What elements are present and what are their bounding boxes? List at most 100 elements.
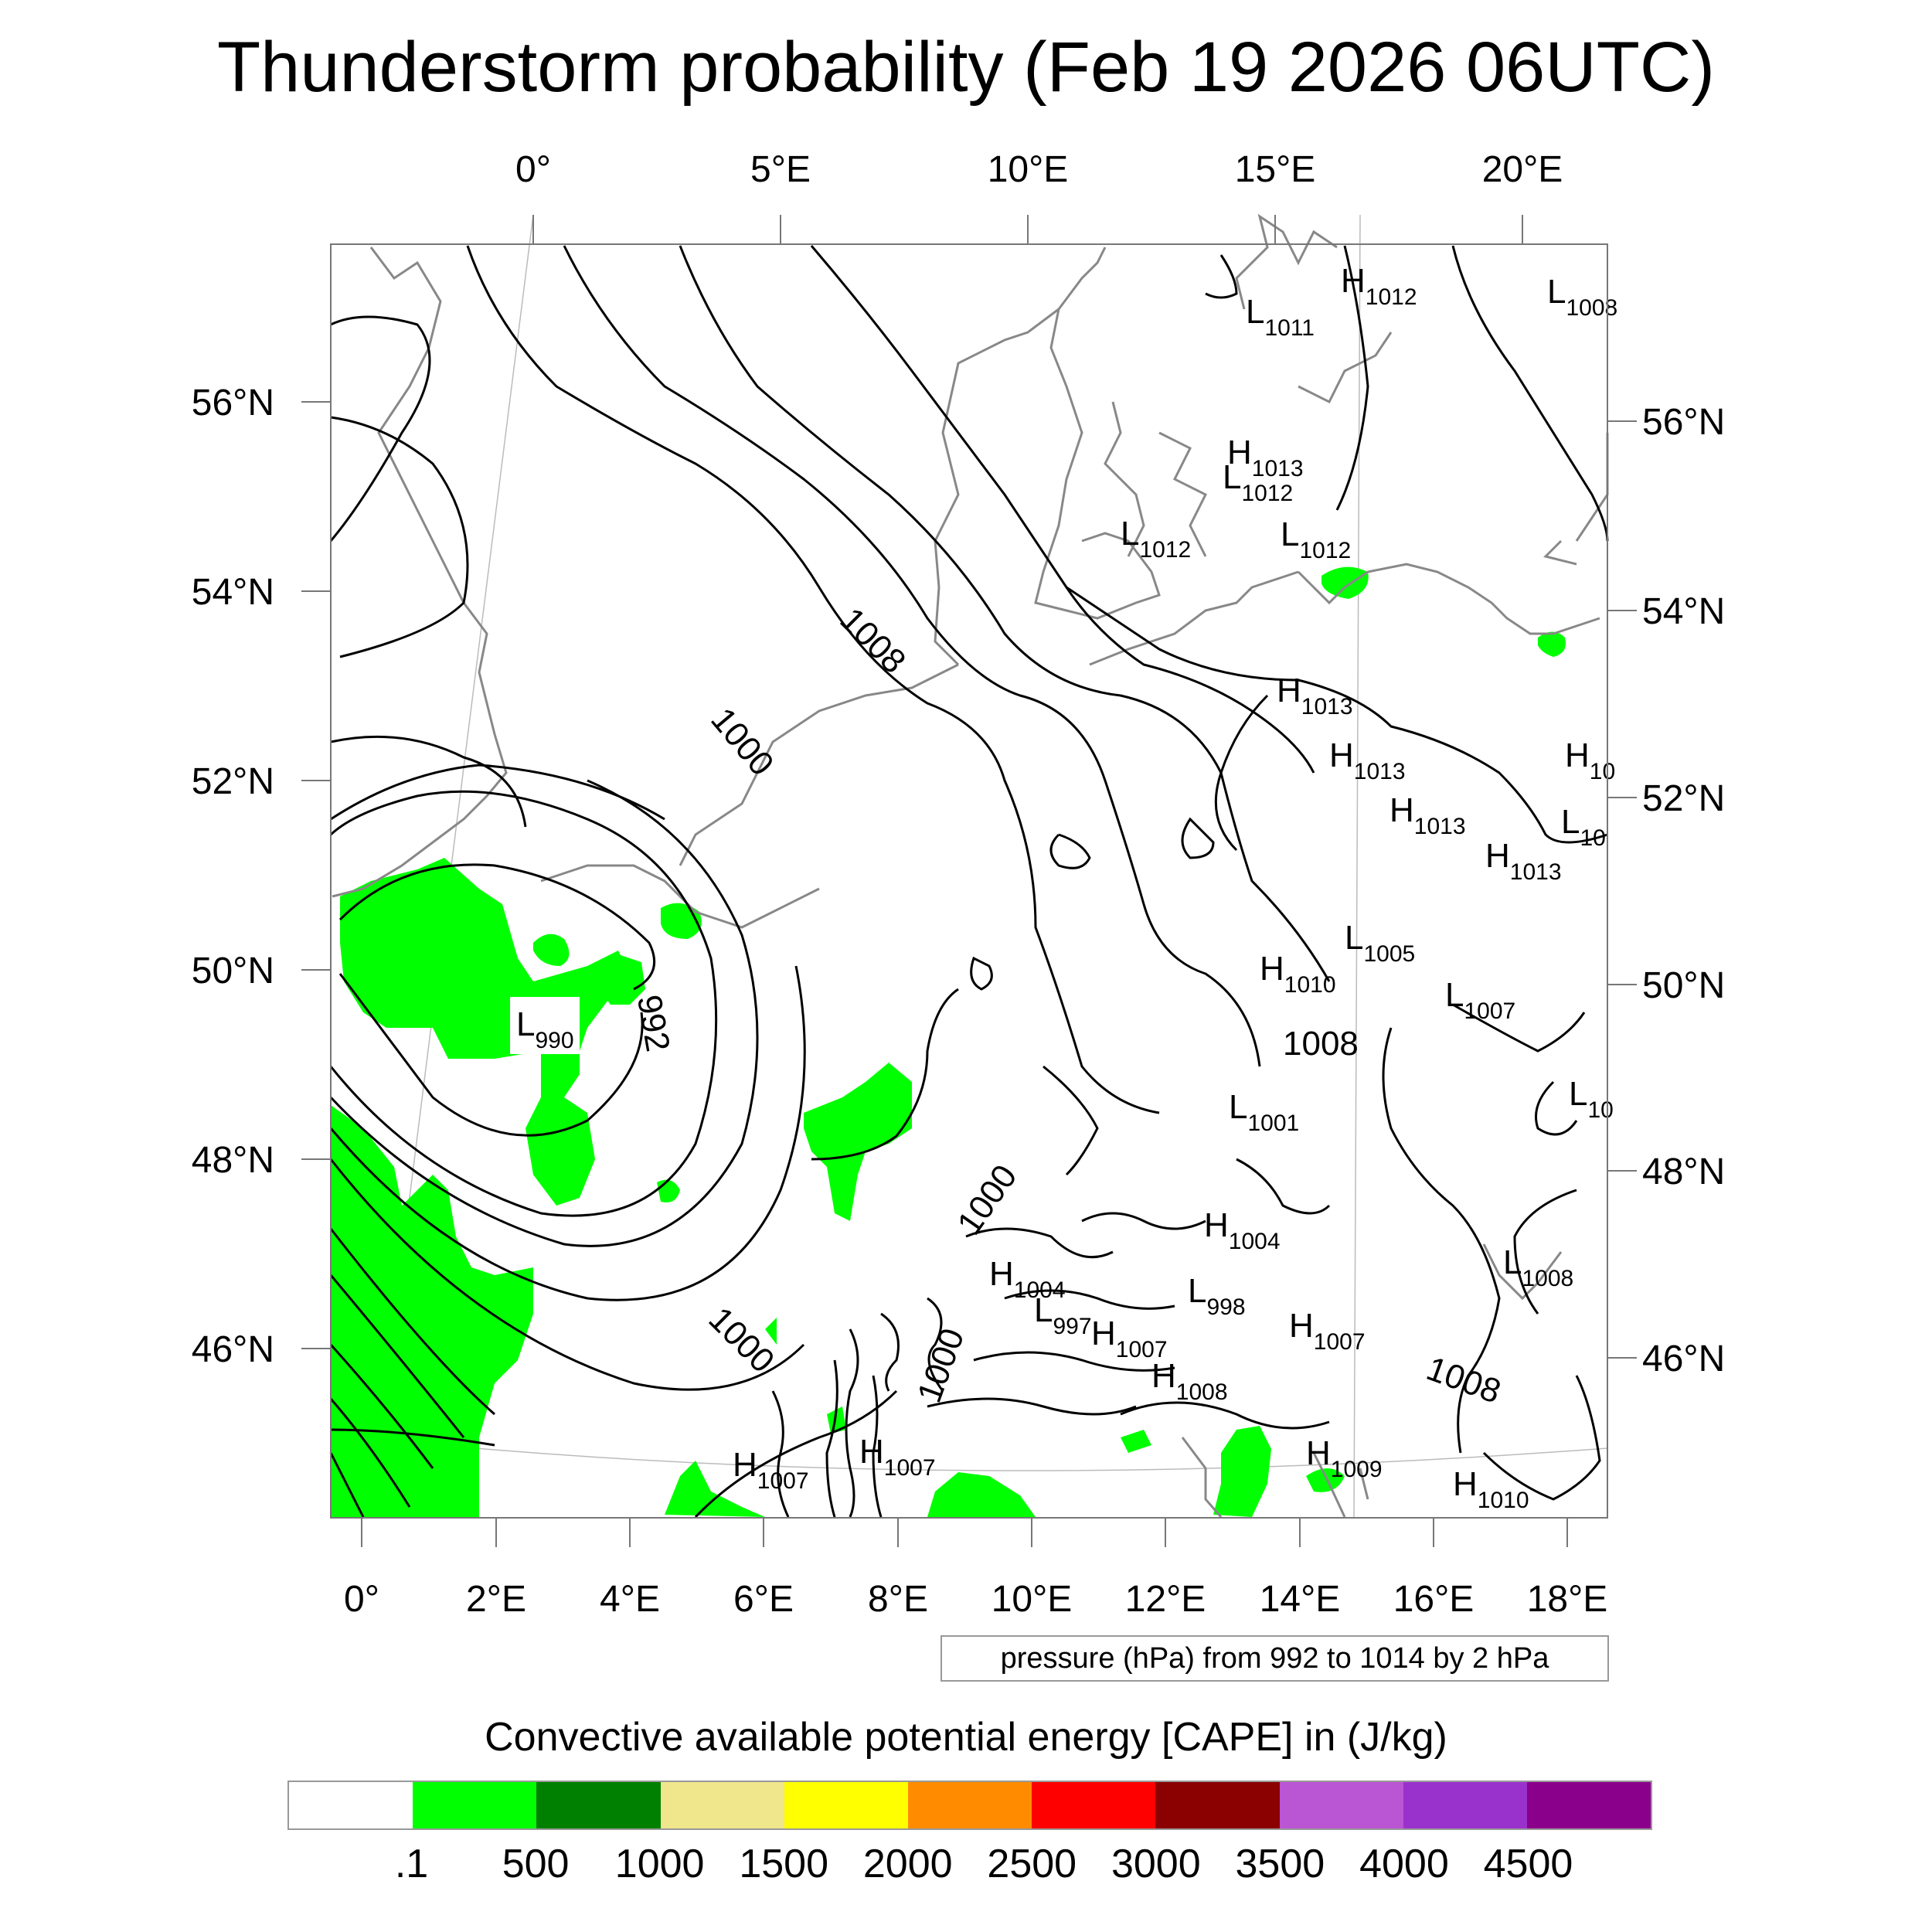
low-pressure-center: L1001 [1229, 1088, 1299, 1136]
high-pressure-center: H1009 [1306, 1434, 1383, 1482]
high-pressure-center: H1010 [1260, 950, 1336, 998]
colorbar-swatch [784, 1782, 908, 1828]
high-pressure-center: H1007 [733, 1446, 809, 1494]
contour-label: 1008 [1422, 1349, 1506, 1411]
pressure-center-letter: H [989, 1255, 1014, 1293]
pressure-center-value: 1013 [1414, 814, 1466, 839]
pressure-center-value: 1010 [1284, 972, 1336, 998]
bottom-lon-label: 12°E [1125, 1579, 1206, 1620]
pressure-note: pressure (hPa) from 992 to 1014 by 2 hPa [940, 1635, 1609, 1682]
colorbar-swatch [1032, 1782, 1156, 1828]
pressure-center-value: 10 [1587, 1097, 1613, 1123]
map-title: Thunderstorm probability (Feb 19 2026 06… [216, 28, 1716, 107]
pressure-center-value: 1009 [1331, 1457, 1383, 1482]
pressure-center-value: 1004 [1229, 1229, 1281, 1254]
top-lon-label: 0° [515, 149, 551, 190]
low-pressure-center: L1012 [1281, 515, 1351, 563]
pressure-center-value: 1008 [1522, 1266, 1573, 1291]
pressure-center-letter: H [1277, 672, 1301, 709]
left-lat-label: 56°N [192, 383, 274, 423]
pressure-center-value: 990 [535, 1028, 573, 1053]
pressure-center-letter: L [1188, 1272, 1206, 1310]
right-lat-label: 48°N [1642, 1151, 1725, 1192]
colorbar-tick-label: 2000 [862, 1842, 953, 1886]
right-lat-label: 52°N [1642, 778, 1725, 819]
low-pressure-center: L1012 [1121, 515, 1191, 563]
colorbar-swatch [1403, 1782, 1527, 1828]
bottom-lon-label: 18°E [1527, 1579, 1608, 1620]
bottom-lon-label: 16°E [1393, 1579, 1475, 1620]
bottom-lon-label: 0° [344, 1579, 379, 1620]
top-lon-label: 10°E [988, 149, 1069, 190]
colorbar-swatch [1155, 1782, 1280, 1828]
colorbar-swatch [289, 1782, 413, 1828]
high-pressure-center: H1012 [1341, 262, 1417, 310]
bottom-lon-label: 10°E [992, 1579, 1073, 1620]
pressure-center-letter: L [1246, 293, 1264, 331]
left-lat-label: 54°N [192, 572, 274, 613]
pressure-center-value: 998 [1206, 1294, 1245, 1320]
high-pressure-center: H1004 [989, 1255, 1066, 1303]
pressure-center-letter: L [1345, 919, 1363, 957]
high-pressure-center: H1007 [859, 1433, 936, 1481]
pressure-center-value: 1012 [1241, 481, 1293, 506]
pressure-center-value: 1013 [1252, 456, 1304, 481]
pressure-center-letter: H [1227, 434, 1252, 471]
pressure-center-letter: L [1121, 515, 1139, 553]
cape-areas [331, 566, 1566, 1517]
colorbar-swatch [1279, 1782, 1403, 1828]
pressure-center-value: 1013 [1354, 759, 1406, 784]
pressure-center-letter: L [1223, 458, 1241, 496]
pressure-center-value: 1011 [1264, 315, 1315, 341]
high-pressure-center: H10 [1565, 736, 1615, 784]
pressure-center-value: 1007 [757, 1468, 809, 1494]
pressure-center-value: 1007 [1464, 998, 1515, 1024]
pressure-center-value: 1007 [1314, 1329, 1366, 1355]
colorbar-tick-label: 3000 [1111, 1842, 1201, 1886]
colorbar-swatch [907, 1782, 1032, 1828]
left-lat-label: 50°N [192, 951, 274, 992]
pressure-center-value: 1012 [1139, 537, 1191, 563]
pressure-center-letter: H [1289, 1307, 1314, 1345]
colorbar [287, 1781, 1652, 1830]
high-pressure-center: H1013 [1277, 672, 1353, 719]
pressure-center-letter: L [516, 1005, 535, 1043]
pressure-center-letter: L [1034, 1291, 1053, 1329]
colorbar-labels: .1 500 1000 1500 2000 2500 3000 3500 4000 4500 [0, 1839, 1932, 1893]
pressure-center-letter: L [1547, 273, 1566, 311]
pressure-center-value: 1001 [1247, 1111, 1299, 1136]
pressure-center-letter: H [859, 1433, 884, 1471]
colorbar-tick-label: 1000 [614, 1842, 705, 1886]
low-pressure-center: L990 [516, 1005, 574, 1053]
colorbar-tick-label: .1 [394, 1842, 429, 1886]
low-pressure-center: L1005 [1345, 919, 1415, 967]
colorbar-tick-label: 4000 [1359, 1842, 1449, 1886]
bottom-lon-label: 8°E [868, 1579, 928, 1620]
colorbar-tick-label: 4500 [1483, 1842, 1573, 1886]
pressure-center-letter: L [1229, 1088, 1247, 1126]
colorbar-swatch [413, 1782, 537, 1828]
pressure-center-letter: H [1565, 736, 1590, 774]
pressure-center-value: 10 [1590, 759, 1615, 784]
contour-label: 1008 [833, 600, 913, 681]
high-pressure-center: H1007 [1289, 1307, 1366, 1355]
pressure-center-value: 1008 [1176, 1379, 1228, 1405]
pressure-center-value: 1010 [1478, 1488, 1529, 1513]
low-pressure-center: L10 [1569, 1075, 1614, 1123]
high-pressure-center: H1007 [1091, 1315, 1168, 1362]
pressure-center-letter: L [1569, 1075, 1587, 1113]
pressure-center-letter: H [1341, 262, 1366, 300]
bottom-lon-label: 2°E [466, 1579, 526, 1620]
map-frame [330, 243, 1608, 1519]
colorbar-title: Convective available potential energy [C… [485, 1715, 1447, 1760]
pressure-center-letter: H [1306, 1434, 1331, 1472]
pressure-center-value: 1012 [1299, 538, 1351, 563]
pressure-center-value: 1004 [1014, 1277, 1066, 1303]
top-lon-label: 15°E [1235, 149, 1316, 190]
contour-label: 1000 [702, 1300, 782, 1380]
high-pressure-center: H1013 [1485, 837, 1562, 885]
left-lat-label: 46°N [192, 1329, 274, 1370]
pressure-center-letter: H [1329, 736, 1354, 774]
high-pressure-center: H1013 [1389, 791, 1466, 839]
high-pressure-center: H1010 [1453, 1465, 1529, 1513]
